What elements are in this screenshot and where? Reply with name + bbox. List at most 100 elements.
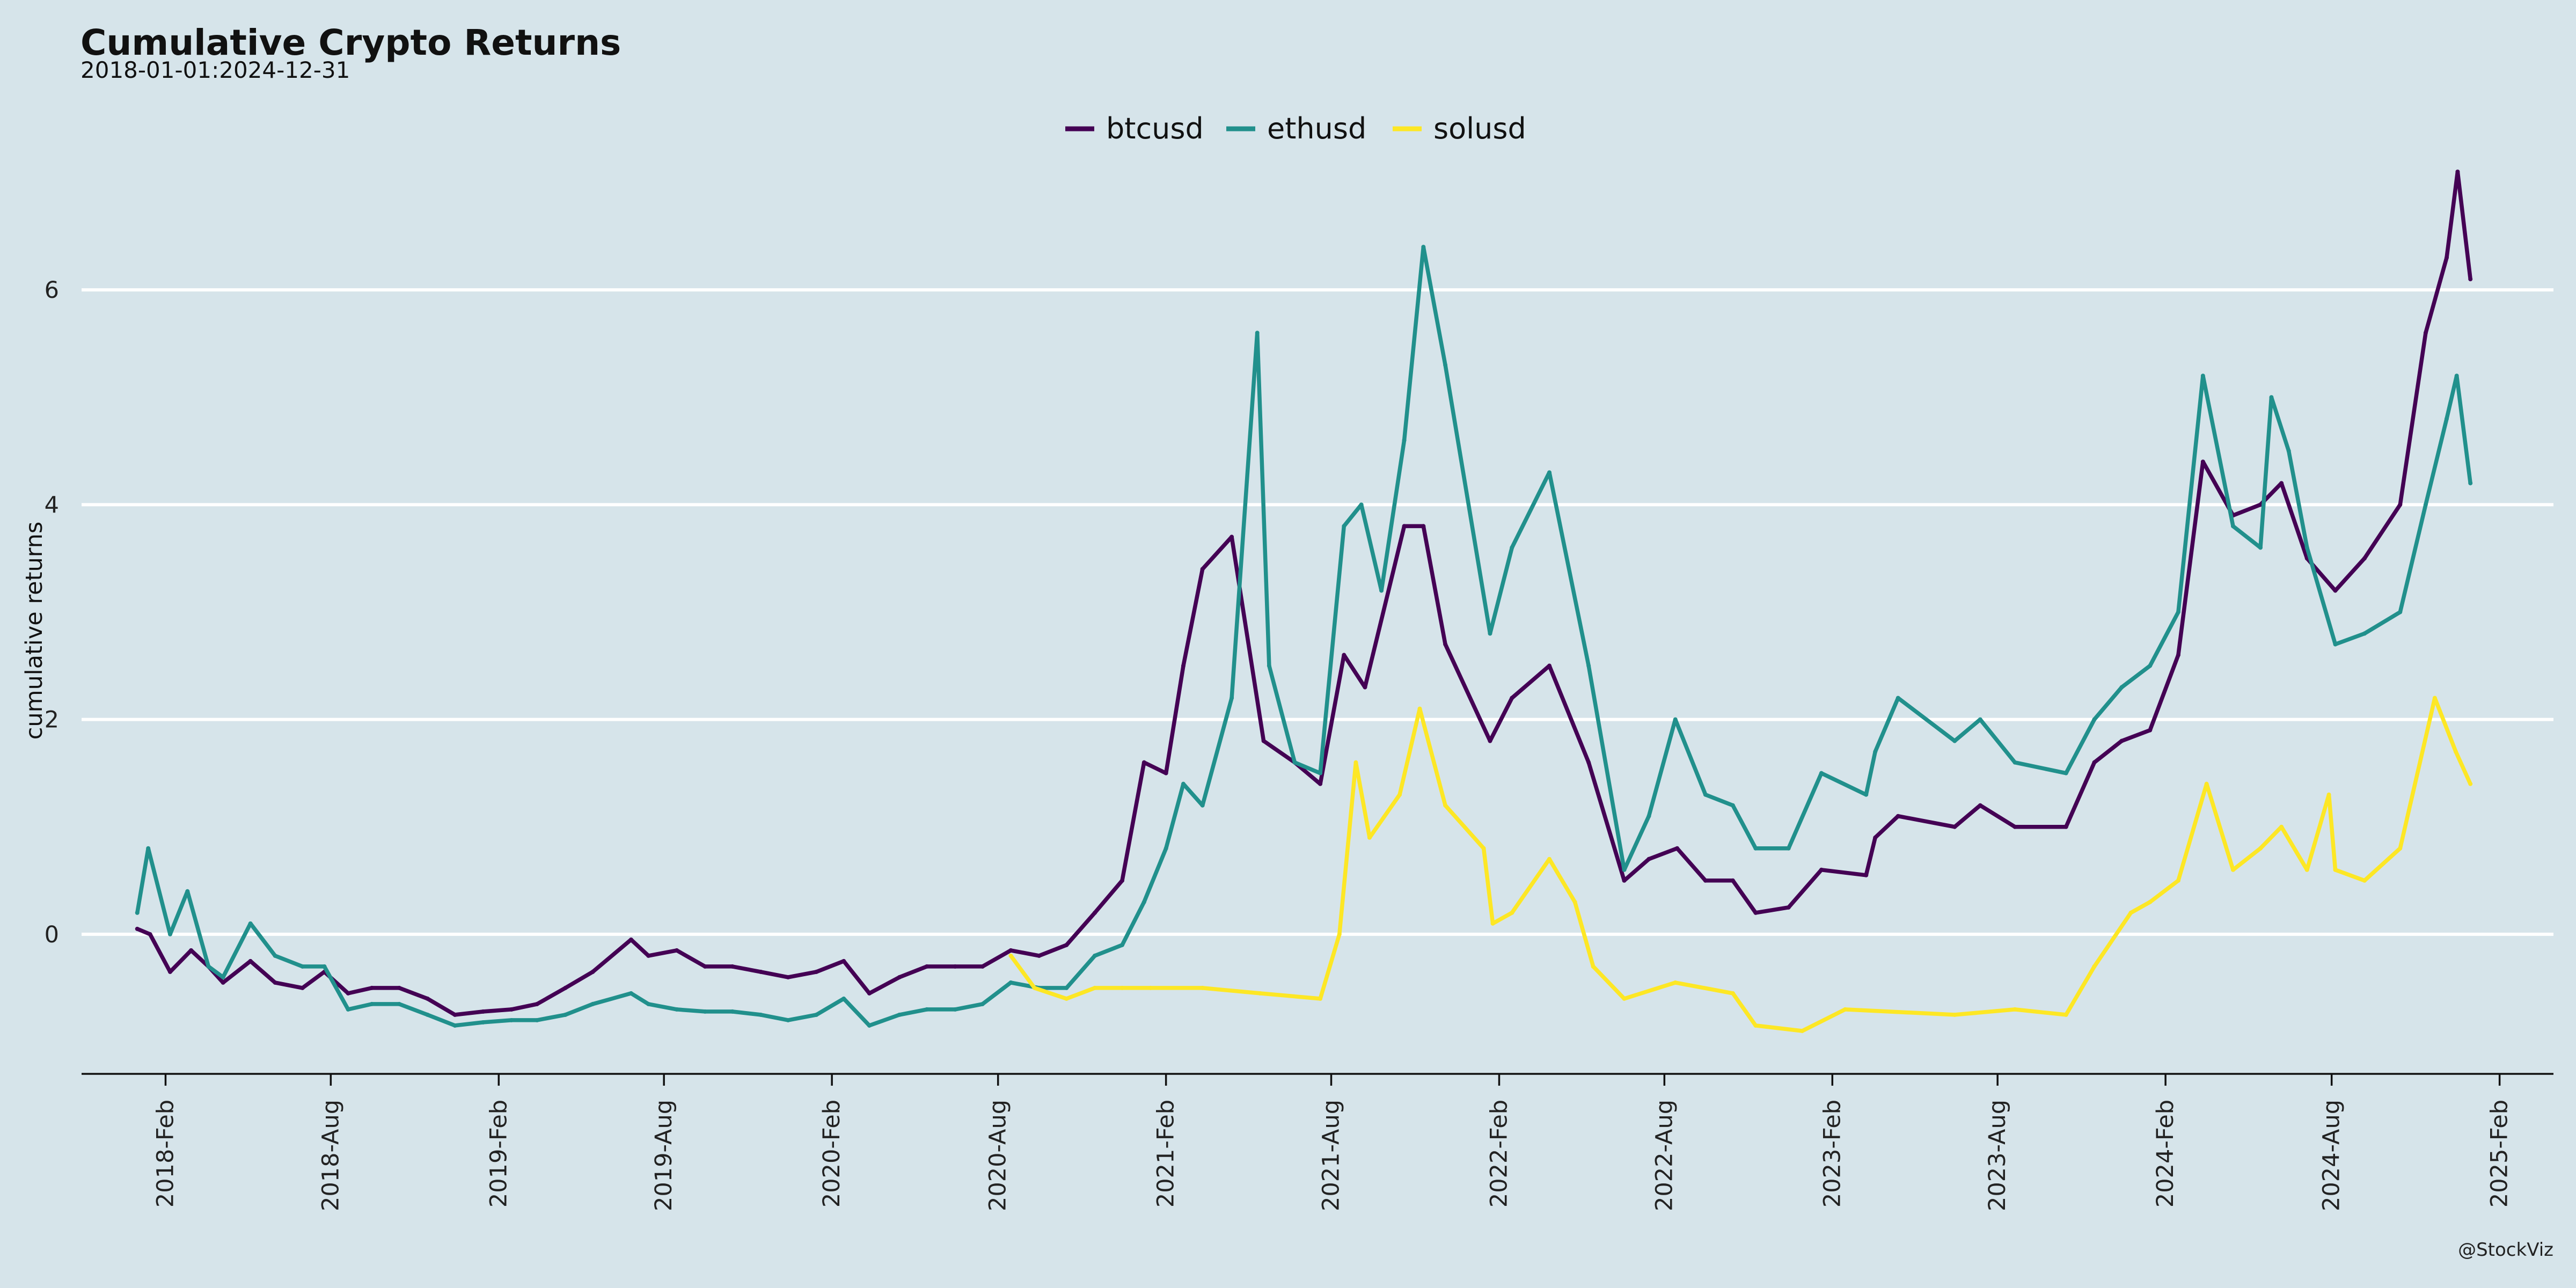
- data-point-ethusd: [1230, 696, 1234, 700]
- data-point-btcusd: [1421, 524, 1426, 529]
- data-point-ethusd: [590, 1001, 595, 1006]
- data-point-ethusd: [1092, 953, 1097, 958]
- data-point-ethusd: [674, 1007, 679, 1012]
- series-line-ethusd: [135, 245, 2472, 1028]
- data-point-ethusd: [2269, 395, 2274, 400]
- data-point-btcusd: [1230, 535, 1234, 539]
- data-point-solusd: [2204, 781, 2209, 786]
- data-point-ethusd: [897, 1012, 902, 1017]
- data-point-btcusd: [1819, 867, 1824, 872]
- data-point-ethusd: [867, 1023, 872, 1028]
- data-point-ethusd: [135, 910, 140, 915]
- data-point-btcusd: [2279, 481, 2284, 486]
- chart-subtitle: 2018-01-01:2024-12-31: [80, 57, 350, 83]
- data-point-btcusd: [1008, 948, 1013, 953]
- data-point-ethusd: [2119, 685, 2124, 690]
- data-point-ethusd: [452, 1023, 457, 1028]
- x-tick-label: 2024-Feb: [2152, 1100, 2179, 1208]
- data-point-btcusd: [1163, 771, 1168, 775]
- data-point-solusd: [1148, 985, 1153, 990]
- y-axis-title: cumulative returns: [21, 522, 48, 740]
- data-point-solusd: [1547, 857, 1552, 861]
- data-point-solusd: [1032, 985, 1037, 990]
- data-point-btcusd: [841, 958, 846, 963]
- data-point-btcusd: [189, 948, 194, 953]
- data-point-btcusd: [1547, 663, 1552, 668]
- data-point-solusd: [1843, 1007, 1848, 1012]
- data-point-btcusd: [2176, 653, 2180, 657]
- data-point-btcusd: [786, 975, 791, 979]
- data-point-btcusd: [148, 932, 152, 936]
- data-point-ethusd: [509, 1018, 514, 1022]
- x-tick-label: 2021-Aug: [1318, 1100, 1345, 1211]
- data-point-solusd: [1510, 910, 1514, 915]
- legend-label: btcusd: [1106, 112, 1204, 145]
- data-point-ethusd: [841, 996, 846, 1001]
- data-point-btcusd: [2333, 588, 2338, 593]
- data-point-ethusd: [535, 1018, 539, 1022]
- data-point-btcusd: [1786, 905, 1791, 910]
- data-point-solusd: [1591, 964, 1596, 969]
- data-point-ethusd: [1703, 792, 1708, 797]
- data-point-btcusd: [1873, 835, 1878, 840]
- data-point-solusd: [1092, 985, 1097, 990]
- data-point-ethusd: [1200, 803, 1205, 808]
- data-point-ethusd: [206, 964, 211, 969]
- data-point-ethusd: [185, 889, 190, 894]
- data-point-solusd: [2148, 899, 2153, 904]
- data-point-solusd: [2362, 878, 2367, 883]
- data-point-ethusd: [397, 1001, 401, 1006]
- data-point-btcusd: [1586, 760, 1591, 765]
- data-point-btcusd: [1952, 824, 1957, 829]
- data-point-ethusd: [2362, 631, 2367, 636]
- data-point-solusd: [1952, 1012, 1957, 1017]
- data-point-solusd: [1572, 899, 1577, 904]
- data-point-ethusd: [925, 1007, 930, 1012]
- data-point-ethusd: [2398, 610, 2403, 614]
- data-point-solusd: [2304, 867, 2309, 872]
- data-point-btcusd: [452, 1012, 457, 1017]
- data-point-ethusd: [1586, 663, 1591, 668]
- x-axis: 2018-Feb 2018-Aug 2019-Feb 2019-Aug 2020-Feb…: [152, 1074, 2513, 1211]
- data-point-btcusd: [758, 969, 763, 974]
- data-point-solusd: [1200, 985, 1205, 990]
- x-tick-label: 2018-Feb: [152, 1100, 179, 1208]
- data-point-btcusd: [1318, 781, 1323, 786]
- data-point-ethusd: [980, 1001, 985, 1006]
- y-tick-label: 6: [45, 277, 59, 304]
- data-point-btcusd: [1864, 873, 1869, 877]
- data-point-btcusd: [702, 964, 707, 969]
- legend: btcusd ethusd solusd: [1065, 112, 1526, 145]
- data-point-ethusd: [300, 964, 305, 969]
- data-point-ethusd: [1443, 363, 1448, 368]
- data-point-solusd: [1622, 996, 1627, 1001]
- data-point-ethusd: [2258, 545, 2263, 550]
- data-point-ethusd: [248, 921, 253, 926]
- data-point-ethusd: [1488, 631, 1492, 636]
- data-point-solusd: [2468, 781, 2473, 786]
- data-point-solusd: [1753, 1023, 1758, 1028]
- x-tick-label: 2024-Aug: [2318, 1100, 2345, 1211]
- data-point-btcusd: [590, 969, 595, 974]
- data-point-btcusd: [730, 964, 735, 969]
- data-point-ethusd: [953, 1007, 957, 1012]
- data-point-btcusd: [2362, 556, 2367, 561]
- data-point-ethusd: [628, 991, 633, 996]
- data-point-solusd: [1120, 985, 1125, 990]
- data-point-ethusd: [1547, 470, 1552, 475]
- data-point-ethusd: [1318, 771, 1323, 775]
- data-point-ethusd: [1873, 749, 1878, 754]
- data-point-btcusd: [1037, 953, 1042, 958]
- data-point-ethusd: [1896, 696, 1900, 700]
- data-point-btcusd: [1443, 642, 1448, 647]
- data-point-ethusd: [1359, 502, 1364, 507]
- data-point-btcusd: [563, 985, 568, 990]
- data-point-btcusd: [1064, 942, 1069, 947]
- data-point-btcusd: [481, 1009, 486, 1014]
- data-point-btcusd: [1261, 738, 1266, 743]
- x-tick-label: 2025-Feb: [2486, 1100, 2513, 1208]
- data-point-btcusd: [1753, 910, 1758, 915]
- data-point-ethusd: [2148, 663, 2153, 668]
